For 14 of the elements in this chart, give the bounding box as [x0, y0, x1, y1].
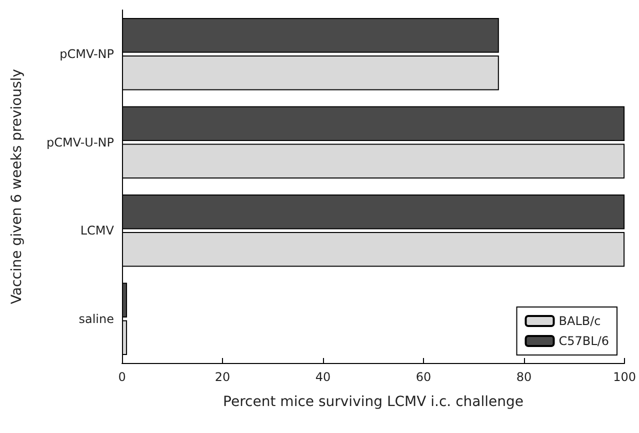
y-tick-label: pCMV-NP [60, 47, 114, 62]
x-axis-title: Percent mice surviving LCMV i.c. challenge [223, 394, 524, 410]
x-tick-label: 80 [516, 370, 532, 384]
legend-label: BALB/c [558, 314, 601, 328]
x-tick-label: 20 [214, 370, 230, 384]
y-tick-label: LCMV [80, 224, 115, 238]
legend-label: C57BL/6 [558, 334, 610, 348]
x-tick-label: 100 [613, 370, 636, 384]
y-axis-title: Vaccine given 6 weeks previously [9, 68, 25, 304]
y-tick-label: saline [78, 312, 114, 326]
y-tick-label: pCMV-U-NP [46, 135, 114, 150]
x-tick-label: 0 [118, 370, 126, 384]
x-tick-label: 40 [315, 370, 331, 384]
x-tick-label: 60 [416, 370, 432, 384]
